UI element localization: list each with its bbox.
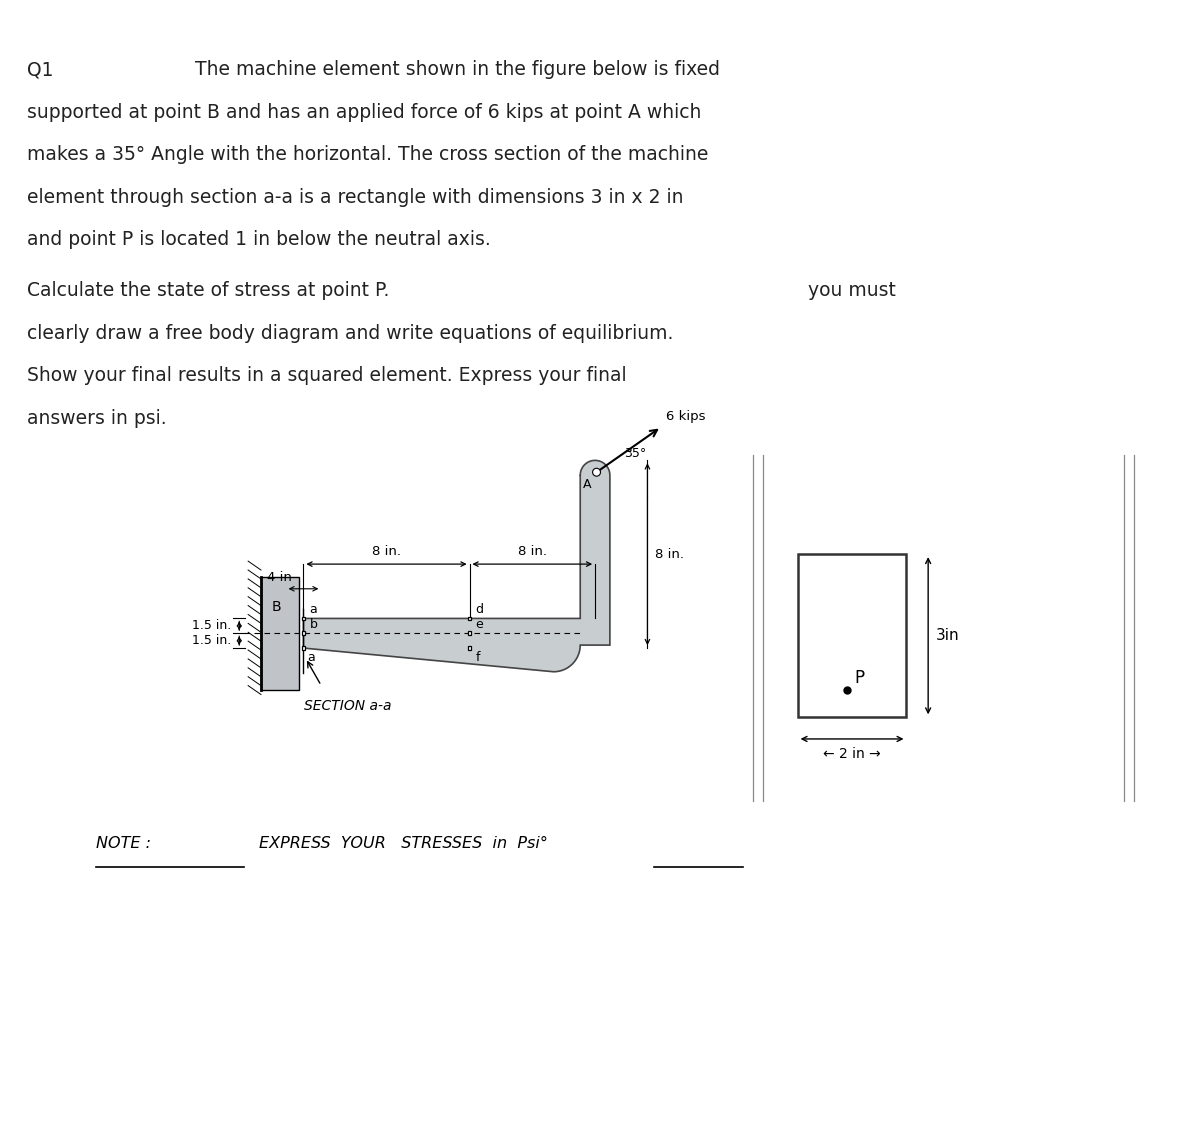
Text: The machine element shown in the figure below is fixed: The machine element shown in the figure … [194, 61, 720, 79]
Bar [468, 631, 472, 635]
Text: f: f [475, 651, 480, 664]
Text: answers in psi.: answers in psi. [26, 408, 167, 428]
Text: 6 kips: 6 kips [666, 410, 706, 423]
Text: b: b [310, 618, 317, 631]
Text: 8 in.: 8 in. [655, 548, 684, 561]
Text: a: a [310, 603, 317, 617]
Text: supported at point B and has an applied force of 6 kips at point A which: supported at point B and has an applied … [26, 103, 701, 121]
Text: Q1: Q1 [26, 61, 53, 79]
Text: a: a [307, 651, 316, 664]
Text: 35°: 35° [624, 447, 647, 460]
Text: EXPRESS  YOUR   STRESSES  in  Psi°: EXPRESS YOUR STRESSES in Psi° [259, 836, 548, 851]
Text: 1.5 in.: 1.5 in. [192, 619, 232, 633]
Text: Calculate the state of stress at point P.: Calculate the state of stress at point P… [26, 281, 389, 300]
Bar [468, 617, 472, 620]
Text: B: B [272, 601, 282, 614]
Text: e: e [475, 618, 484, 631]
Text: and point P is located 1 in below the neutral axis.: and point P is located 1 in below the ne… [26, 230, 491, 249]
Text: SECTION a-a: SECTION a-a [305, 699, 391, 714]
Text: makes a 35° Angle with the horizontal. The cross section of the machine: makes a 35° Angle with the horizontal. T… [26, 145, 708, 165]
Circle shape [593, 468, 600, 476]
Text: clearly draw a free body diagram and write equations of equilibrium.: clearly draw a free body diagram and wri… [26, 324, 673, 343]
Text: 4 in: 4 in [268, 571, 292, 583]
Bar [798, 554, 906, 717]
Text: 8 in.: 8 in. [372, 546, 401, 558]
Text: 8 in.: 8 in. [517, 546, 547, 558]
Text: element through section a-a is a rectangle with dimensions 3 in x 2 in: element through section a-a is a rectang… [26, 188, 683, 207]
Bar [260, 577, 299, 690]
Bar [468, 646, 472, 650]
Polygon shape [304, 460, 610, 672]
Text: P: P [854, 669, 864, 688]
Text: d: d [475, 603, 484, 617]
Text: ← 2 in →: ← 2 in → [823, 747, 881, 761]
Bar [301, 617, 305, 620]
Bar [301, 646, 305, 650]
Text: A: A [583, 478, 592, 491]
Text: NOTE :: NOTE : [96, 836, 151, 851]
Text: 3in: 3in [936, 628, 960, 643]
Text: you must: you must [808, 281, 895, 300]
Bar [301, 631, 305, 635]
Text: 1.5 in.: 1.5 in. [192, 634, 232, 648]
Text: Show your final results in a squared element. Express your final: Show your final results in a squared ele… [26, 366, 626, 386]
